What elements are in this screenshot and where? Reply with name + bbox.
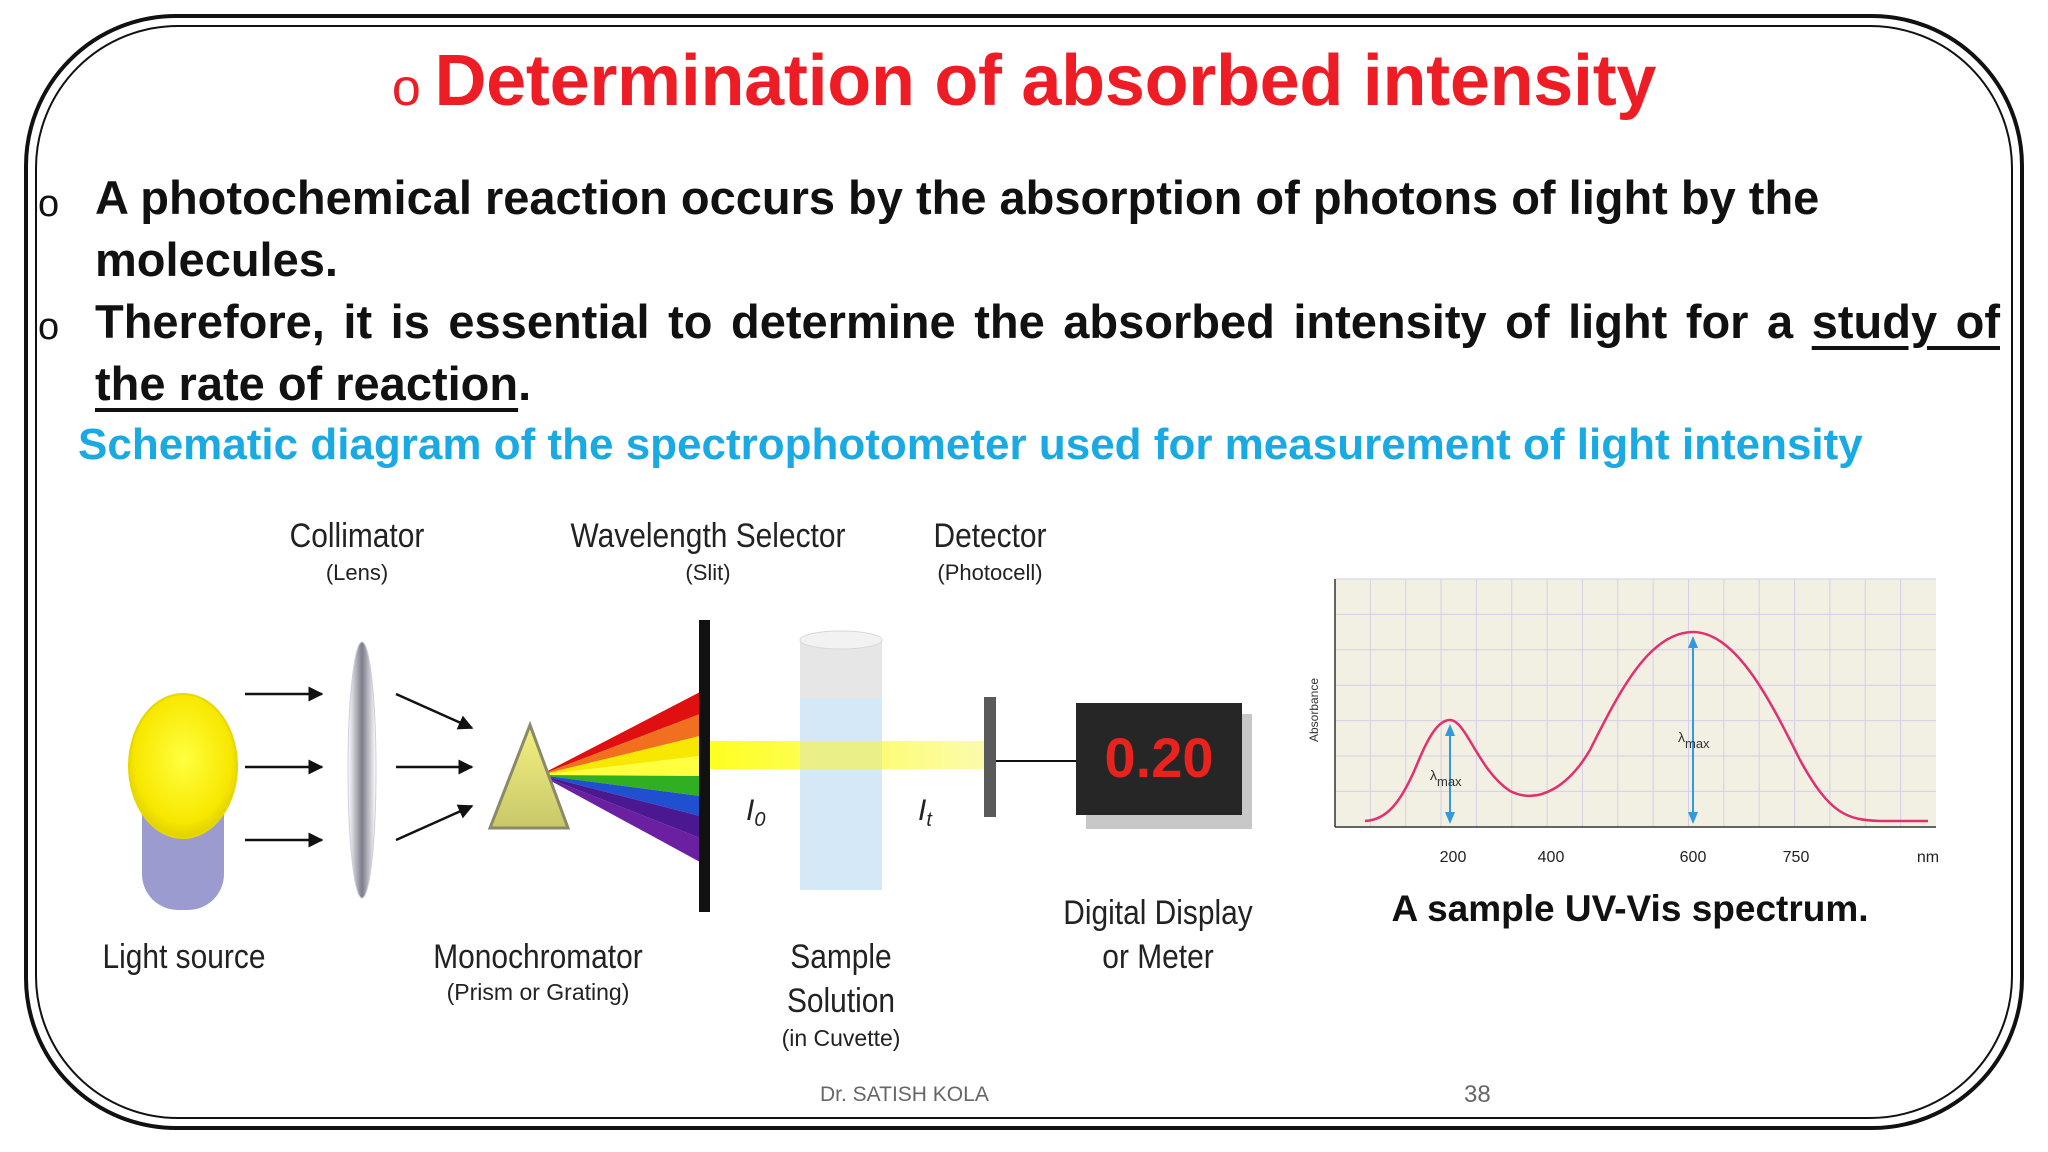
dispersed-spectrum [540, 692, 700, 862]
paragraph-2-underlined: study of the rate of reaction [95, 295, 2000, 410]
display-value: 0.20 [1105, 726, 1214, 789]
bullet-2: o [38, 306, 60, 348]
wavelength-selector-label: Wavelength Selector [571, 516, 846, 554]
solution-label: Solution [787, 981, 895, 1019]
diagram-subtitle: Schematic diagram of the spectrophotomet… [78, 420, 1863, 469]
spectrum-ylabel: Absorbance [1307, 678, 1321, 742]
detector-plate [984, 697, 996, 817]
bullet-1: o [38, 183, 60, 225]
cuvette [799, 630, 883, 890]
light-source-label: Light source [103, 937, 266, 975]
author-footer: Dr. SATISH KOLA [820, 1083, 989, 1106]
collimator-lens [347, 641, 377, 899]
spectrum-caption: A sample UV-Vis spectrum. [1391, 888, 1869, 929]
monochromator-label: Monochromator [433, 937, 643, 975]
detector-label: Detector [933, 516, 1046, 554]
spectrum-grid [1335, 578, 1936, 827]
digital-display [1076, 703, 1252, 829]
slide-title: o Determination of absorbed intensity [0, 40, 2048, 122]
slit [699, 620, 710, 912]
title-text: Determination of absorbed intensity [434, 41, 1657, 121]
prism [487, 720, 571, 830]
paragraph-2-end: . [518, 357, 532, 410]
paragraph-1: A photochemical reaction occurs by the a… [95, 171, 1820, 286]
detector-sublabel: (Photocell) [937, 560, 1042, 585]
sample-sublabel: (in Cuvette) [782, 1025, 901, 1051]
page-number: 38 [1464, 1081, 1491, 1108]
tick-400: 400 [1538, 849, 1565, 866]
tick-750: 750 [1783, 849, 1810, 866]
tick-200: 200 [1440, 849, 1467, 866]
i0-label: I0 [746, 794, 765, 831]
collimator-label: Collimator [290, 516, 425, 554]
spectrum-plot-area [1335, 579, 1936, 827]
wavelength-selector-sublabel: (Slit) [685, 560, 730, 585]
lambda-max-label-1: λmax [1430, 767, 1462, 789]
display-label-line2: or Meter [1102, 937, 1214, 975]
collimator-sublabel: (Lens) [326, 560, 388, 585]
tick-unit: nm [1917, 849, 1939, 866]
it-label: It [918, 794, 933, 831]
uv-vis-spectrum: Absorbance λmax λmax 200 400 600 750 nm [1307, 578, 1939, 866]
lambda-max-arrows [1445, 636, 1698, 824]
lambda-max-label-2: λmax [1678, 729, 1710, 751]
light-source [128, 693, 238, 910]
monochromator-sublabel: (Prism or Grating) [447, 979, 630, 1005]
spectrum-curve [1364, 630, 1928, 823]
sample-label: Sample [790, 937, 891, 975]
title-bullet: o [391, 59, 421, 117]
incident-arrows [245, 686, 324, 848]
paragraph-2-text: Therefore, it is essential to determine … [95, 295, 1794, 348]
collimated-arrows [395, 692, 474, 842]
tick-600: 600 [1680, 849, 1707, 866]
display-label-line1: Digital Display [1063, 893, 1253, 931]
paragraph-2: Therefore, it is essential to determine … [95, 291, 2000, 415]
